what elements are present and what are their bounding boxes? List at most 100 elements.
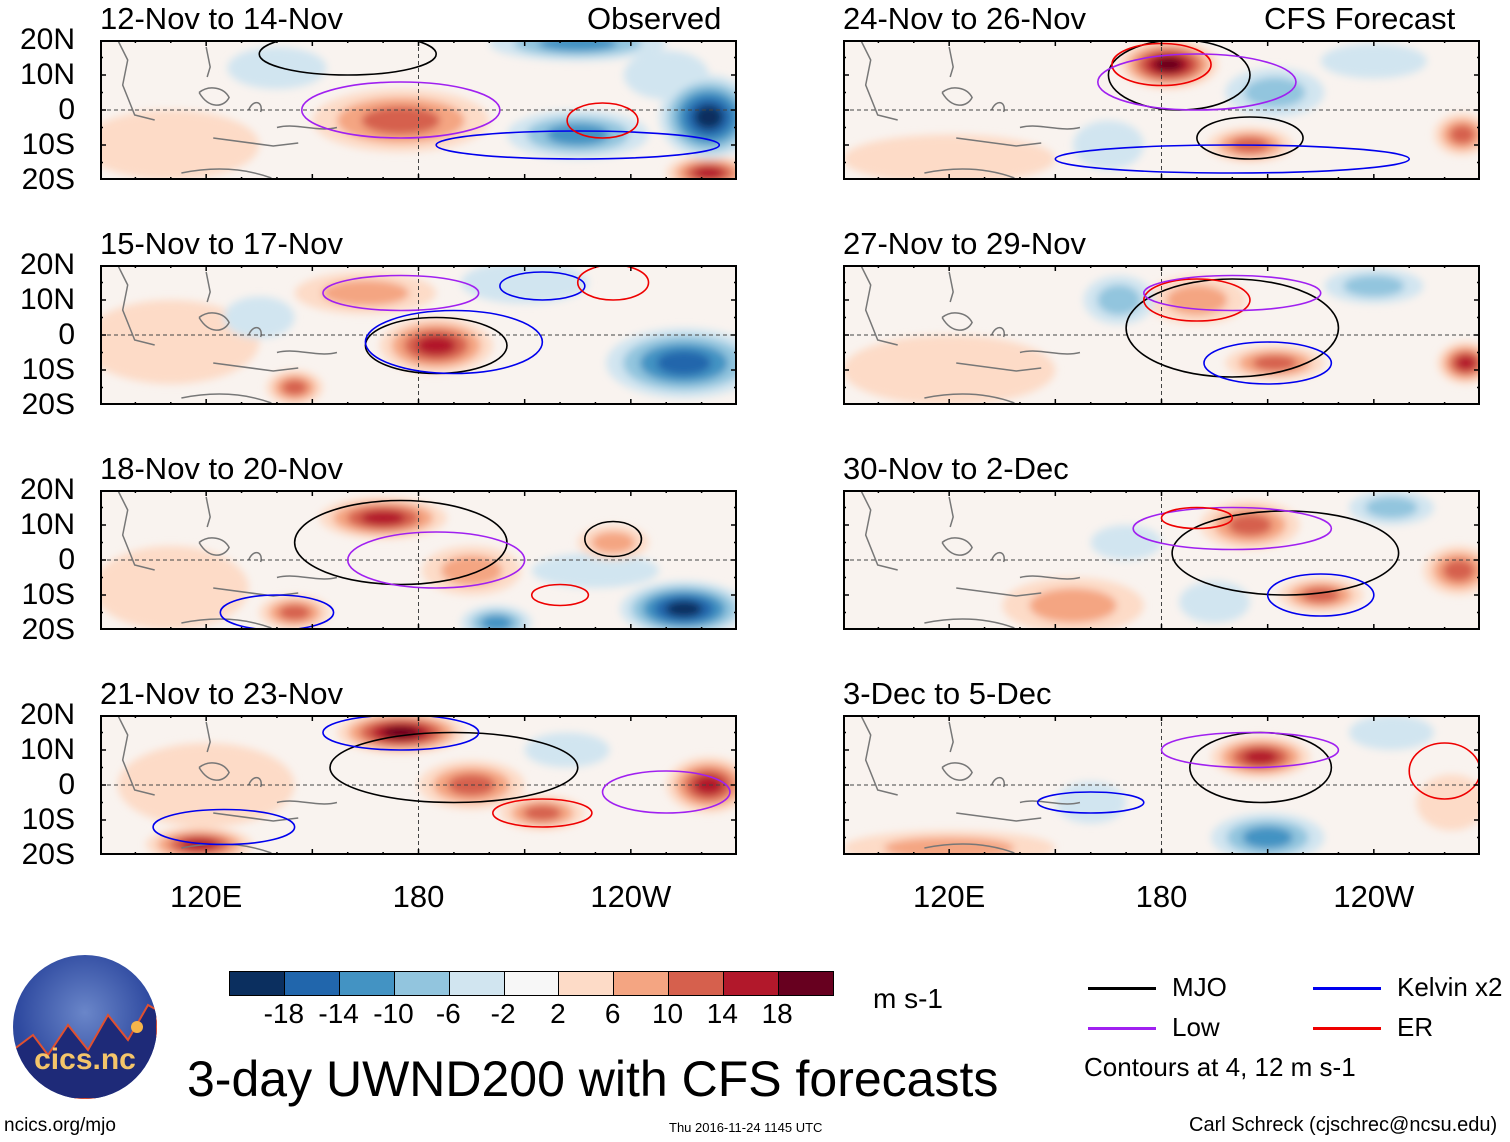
westerly-anomaly <box>1449 125 1475 144</box>
logo-text: cics.nc <box>34 1043 136 1076</box>
cics-logo: cics.nc <box>13 955 157 1099</box>
colorbar-tick-label: -18 <box>263 998 305 1029</box>
easterly-anomaly <box>656 350 711 376</box>
legend-line <box>1313 1027 1381 1030</box>
easterly-anomaly <box>1343 275 1405 297</box>
contour-kelvin-x2 <box>364 309 544 375</box>
lat-tick-label: 10N <box>19 283 75 316</box>
source-url[interactable]: ncics.org/mjo <box>4 1115 116 1136</box>
westerly-anomaly <box>416 335 456 356</box>
colorbar-tick-label: 14 <box>706 998 738 1029</box>
westerly-anomaly <box>843 134 1056 180</box>
westerly-anomaly <box>1029 588 1117 623</box>
axis-ticks <box>100 715 737 855</box>
lon-tick-label: 120W <box>590 879 672 914</box>
coastline <box>117 40 338 179</box>
map-panel <box>843 490 1480 630</box>
contour-kelvin-x2 <box>1036 791 1145 814</box>
legend-note: Contours at 4, 12 m s-1 <box>1084 1052 1356 1082</box>
lat-tick-label: 10S <box>21 578 75 611</box>
colorbar-swatch <box>283 972 339 995</box>
lat-tick-label: 20N <box>19 23 75 56</box>
colorbar-swatch <box>338 972 394 995</box>
westerly-anomaly <box>360 510 406 526</box>
westerly-anomaly <box>1227 514 1272 536</box>
westerly-anomaly <box>1252 355 1297 371</box>
contour-mjo <box>1125 278 1340 378</box>
lat-tick-label: 20N <box>19 248 75 281</box>
lat-tick-label: 20N <box>19 473 75 506</box>
easterly-anomaly <box>694 105 723 129</box>
contour-mjo <box>329 731 579 804</box>
map-plot <box>843 265 1480 405</box>
contour-kelvin-x2 <box>435 130 721 160</box>
contour-low <box>346 531 526 589</box>
coastline <box>860 265 1081 404</box>
easterly-anomaly <box>480 615 513 630</box>
map-plot <box>100 265 737 405</box>
legend-line <box>1313 987 1381 990</box>
easterly-anomaly <box>227 47 327 89</box>
map-plot <box>843 40 1480 180</box>
lat-tick-label: 10S <box>21 803 75 836</box>
westerly-anomaly <box>382 726 420 739</box>
easterly-anomaly <box>1365 496 1418 519</box>
axis-ticks <box>843 490 1480 630</box>
westerly-anomaly <box>1416 774 1480 831</box>
easterly-anomaly <box>1320 43 1427 79</box>
coastline <box>860 40 1081 179</box>
axis-ticks <box>843 40 1480 180</box>
panel-title: 12-Nov to 14-Nov <box>100 1 343 36</box>
map-panel <box>100 40 737 180</box>
map-panel <box>100 490 737 630</box>
contour-er <box>576 265 650 301</box>
panel-title: 30-Nov to 2-Dec <box>843 451 1069 486</box>
colorbar-tick-label: -10 <box>373 998 414 1029</box>
lon-tick-label: 120E <box>912 879 986 914</box>
coastline <box>117 715 338 854</box>
westerly-anomaly <box>100 546 249 630</box>
map-panel <box>843 40 1480 180</box>
westerly-anomaly <box>282 379 308 396</box>
observed-label: Observed <box>587 1 722 36</box>
legend-label: MJO <box>1172 972 1227 1002</box>
easterly-anomaly <box>223 296 295 339</box>
contour-er <box>1160 506 1234 530</box>
westerly-anomaly <box>1443 559 1475 582</box>
contour-low <box>601 770 731 814</box>
easterly-anomaly <box>531 553 660 588</box>
lat-tick-label: 10N <box>19 508 75 541</box>
lat-tick-label: 20S <box>21 163 75 196</box>
axis-ticks <box>100 490 737 630</box>
map-panel <box>843 265 1480 405</box>
westerly-anomaly <box>1455 355 1476 371</box>
lat-tick-label: 0 <box>58 93 75 126</box>
axis-ticks <box>843 265 1480 405</box>
lat-tick-label: 20S <box>21 838 75 871</box>
contour-low <box>322 274 480 312</box>
panel-title: 15-Nov to 17-Nov <box>100 226 343 261</box>
lon-tick-label: 120W <box>1333 879 1415 914</box>
lat-tick-label: 20S <box>21 613 75 646</box>
colorbar-swatch <box>393 972 449 995</box>
contour-er <box>492 798 593 828</box>
easterly-anomaly <box>1073 120 1144 170</box>
colorbar-swatch <box>230 972 284 995</box>
westerly-anomaly <box>1154 57 1183 72</box>
lat-tick-label: 10N <box>19 733 75 766</box>
colorbar-tick-label: 18 <box>761 998 793 1029</box>
contour-er <box>530 583 590 607</box>
westerly-anomaly <box>100 110 260 180</box>
axis-ticks <box>100 40 737 180</box>
colorbar <box>229 971 834 996</box>
legend-label: Low <box>1172 1012 1220 1042</box>
colorbar-tick-label: 6 <box>604 998 621 1029</box>
coastline <box>860 715 1081 854</box>
easterly-anomaly <box>665 601 703 617</box>
mountain-icon <box>13 1003 157 1099</box>
colorbar-swatch <box>723 972 779 995</box>
easterly-anomaly <box>546 123 610 146</box>
map-panel <box>100 715 737 855</box>
coastline <box>117 490 338 629</box>
easterly-anomaly <box>538 40 618 52</box>
